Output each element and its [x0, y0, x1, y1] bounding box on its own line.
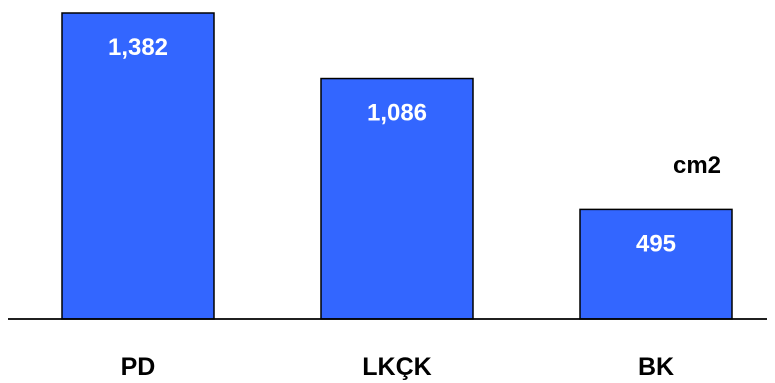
category-label-1: LKÇK [362, 353, 431, 381]
bar-pd [61, 12, 215, 320]
category-labels-group: PD LKÇK BK [121, 353, 674, 381]
category-label-2: BK [638, 353, 674, 381]
value-labels-group: 1,382 1,086 495 [108, 34, 676, 257]
bars-group [61, 12, 733, 320]
bar-lkçk [320, 77, 474, 320]
value-label-bk: 495 [636, 230, 676, 257]
category-label-0: PD [121, 353, 156, 381]
value-label-pd: 1,382 [108, 34, 168, 61]
value-label-lkçk: 1,086 [367, 100, 427, 127]
bar-bk [579, 208, 733, 320]
unit-label: cm2 [673, 152, 721, 179]
